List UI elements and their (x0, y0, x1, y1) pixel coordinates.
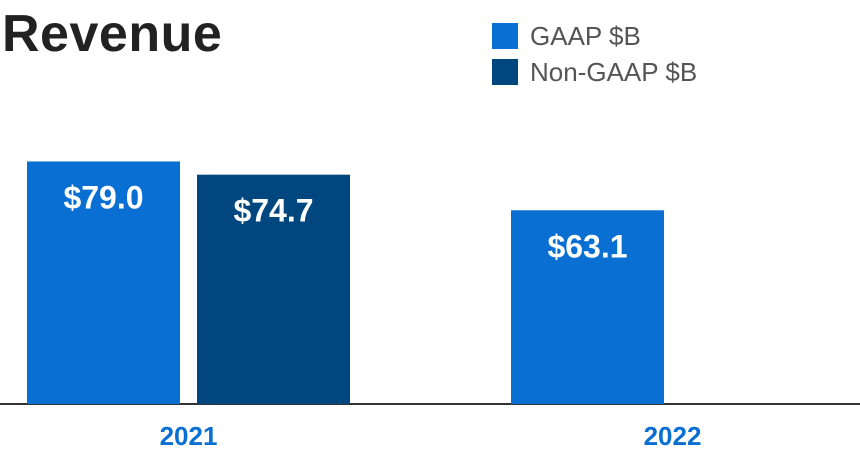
legend-item-gaap: GAAP $B (492, 18, 697, 54)
bar-2022-gaap (511, 210, 664, 404)
legend-label-non-gaap: Non-GAAP $B (530, 57, 698, 87)
legend-item-non-gaap: Non-GAAP $B (492, 54, 697, 90)
bar-2021-gaap (27, 161, 180, 404)
data-label-2021-gaap: $79.0 (63, 179, 143, 215)
legend-swatch-gaap (492, 23, 518, 49)
bar-2021-non-gaap (197, 174, 350, 404)
chart-title: Revenue (2, 5, 223, 63)
x-tick-label-2022: 2022 (644, 421, 702, 451)
legend-swatch-non-gaap (492, 59, 518, 85)
legend-label-gaap: GAAP $B (530, 21, 641, 51)
x-tick-label-2021: 2021 (160, 421, 218, 451)
data-label-2022-gaap: $63.1 (547, 228, 627, 264)
data-label-2021-non-gaap: $74.7 (233, 193, 313, 229)
legend: GAAP $B Non-GAAP $B (492, 18, 697, 90)
